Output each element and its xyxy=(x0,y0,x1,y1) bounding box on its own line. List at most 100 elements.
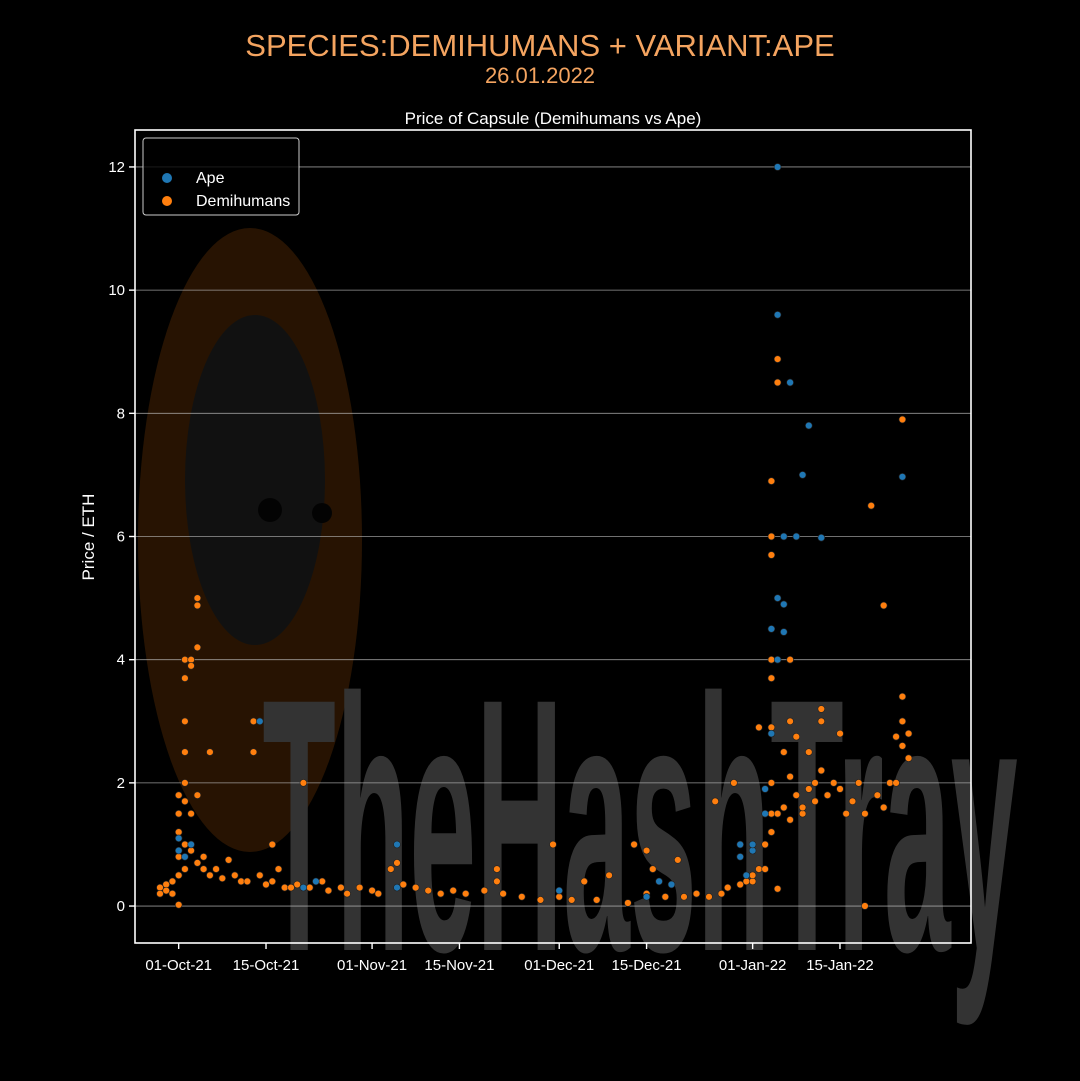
point-demihumans-123 xyxy=(805,748,813,756)
point-ape-15 xyxy=(742,871,751,879)
point-demihumans-59 xyxy=(393,859,401,867)
point-ape-23 xyxy=(773,311,782,319)
point-demihumans-62 xyxy=(424,886,432,895)
point-demihumans-13 xyxy=(181,748,189,756)
point-demihumans-105 xyxy=(767,779,776,787)
point-demihumans-65 xyxy=(462,889,470,898)
point-demihumans-5 xyxy=(168,889,177,898)
point-demihumans-77 xyxy=(605,871,613,879)
point-ape-20 xyxy=(767,625,776,633)
point-demihumans-40 xyxy=(249,748,258,756)
point-ape-24 xyxy=(773,594,782,602)
point-demihumans-90 xyxy=(723,883,732,892)
y-tick-label-6: 6 xyxy=(117,529,125,546)
legend-label-ape: Ape xyxy=(196,170,225,187)
point-demihumans-151 xyxy=(904,754,913,762)
point-demihumans-124 xyxy=(805,785,813,793)
point-ape-10 xyxy=(642,893,651,901)
point-ape-2 xyxy=(181,853,189,861)
point-demihumans-119 xyxy=(792,732,800,741)
point-ape-34 xyxy=(898,473,907,481)
y-tick-label-4: 4 xyxy=(117,652,125,669)
point-demihumans-41 xyxy=(256,871,264,879)
point-demihumans-28 xyxy=(193,859,202,867)
point-demihumans-86 xyxy=(692,889,701,898)
point-demihumans-66 xyxy=(480,886,489,895)
point-ape-16 xyxy=(748,846,757,855)
point-ape-9 xyxy=(555,886,563,895)
point-demihumans-26 xyxy=(193,643,202,652)
point-demihumans-31 xyxy=(206,748,214,756)
point-demihumans-96 xyxy=(755,723,763,732)
point-demihumans-121 xyxy=(798,809,807,818)
watermark-text: TheHashTray xyxy=(262,624,1018,1029)
point-demihumans-87 xyxy=(705,893,713,901)
point-demihumans-144 xyxy=(892,732,900,741)
figure-header: SPECIES:DEMIHUMANS + VARIANT:APE 26.01.2… xyxy=(0,28,1080,88)
point-demihumans-50 xyxy=(306,883,314,892)
point-ape-32 xyxy=(805,421,813,430)
point-demihumans-34 xyxy=(218,874,227,882)
point-ape-12 xyxy=(667,880,676,889)
point-demihumans-67 xyxy=(493,865,501,873)
point-demihumans-139 xyxy=(867,502,875,510)
point-ape-6 xyxy=(312,877,320,886)
point-ape-33 xyxy=(817,533,825,542)
point-demihumans-118 xyxy=(786,816,794,824)
x-tick-label-1: 15-Oct-21 xyxy=(233,957,300,974)
point-ape-28 xyxy=(780,532,788,541)
point-demihumans-19 xyxy=(181,865,189,873)
point-demihumans-138 xyxy=(861,809,869,818)
point-demihumans-11 xyxy=(175,853,183,861)
y-axis: 0 2 4 6 8 10 12 xyxy=(108,159,135,915)
point-demihumans-1 xyxy=(156,889,164,898)
point-demihumans-48 xyxy=(293,880,301,889)
point-demihumans-38 xyxy=(243,877,252,886)
point-demihumans-107 xyxy=(767,828,776,836)
point-ape-31 xyxy=(798,471,807,479)
point-ape-0 xyxy=(175,846,183,855)
point-demihumans-78 xyxy=(624,899,632,907)
point-demihumans-25 xyxy=(193,601,202,610)
point-demihumans-72 xyxy=(549,840,557,849)
point-demihumans-49 xyxy=(299,779,308,787)
point-demihumans-127 xyxy=(817,705,825,713)
point-demihumans-88 xyxy=(711,797,719,805)
point-demihumans-146 xyxy=(898,415,907,424)
point-ape-26 xyxy=(780,600,788,608)
point-demihumans-18 xyxy=(181,840,189,849)
point-demihumans-99 xyxy=(761,840,769,849)
point-demihumans-0 xyxy=(156,883,164,892)
point-demihumans-101 xyxy=(767,551,776,559)
point-demihumans-134 xyxy=(842,809,850,818)
point-ape-1 xyxy=(175,834,183,842)
point-demihumans-44 xyxy=(268,840,276,849)
point-demihumans-63 xyxy=(437,889,445,898)
point-demihumans-137 xyxy=(861,902,869,910)
point-demihumans-52 xyxy=(324,886,333,895)
point-ape-3 xyxy=(187,840,195,849)
point-ape-5 xyxy=(299,883,308,892)
point-demihumans-69 xyxy=(499,889,507,898)
point-demihumans-23 xyxy=(187,846,195,855)
point-demihumans-74 xyxy=(567,896,576,904)
point-demihumans-51 xyxy=(318,877,326,886)
point-demihumans-120 xyxy=(792,791,800,799)
x-tick-label-3: 15-Nov-21 xyxy=(424,957,494,974)
y-tick-label-10: 10 xyxy=(108,282,125,299)
point-demihumans-58 xyxy=(387,865,395,873)
point-demihumans-56 xyxy=(368,886,376,895)
point-ape-18 xyxy=(761,785,769,793)
point-ape-13 xyxy=(736,840,744,849)
point-ape-22 xyxy=(773,163,782,171)
point-demihumans-92 xyxy=(736,880,744,889)
point-demihumans-82 xyxy=(649,865,657,873)
point-demihumans-16 xyxy=(181,655,189,664)
point-demihumans-114 xyxy=(780,748,788,756)
point-demihumans-35 xyxy=(224,856,233,864)
point-demihumans-131 xyxy=(829,779,838,787)
point-demihumans-150 xyxy=(904,729,913,738)
point-demihumans-2 xyxy=(162,880,170,889)
point-demihumans-53 xyxy=(337,883,345,892)
